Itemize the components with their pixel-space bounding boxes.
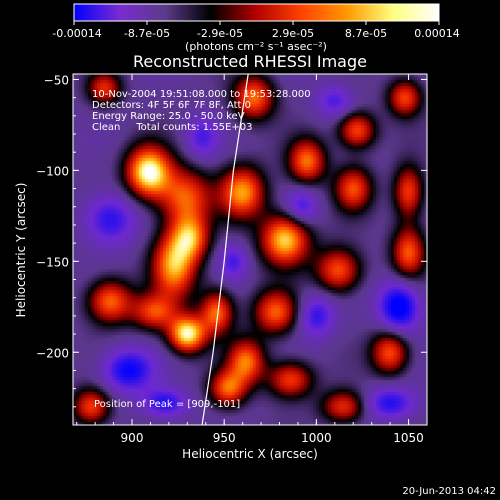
heatmap-area [73, 74, 427, 425]
colorbar [73, 3, 440, 22]
plot-frame [72, 73, 428, 426]
info-energy-range: Energy Range: 25.0 - 50.0 keV [92, 111, 245, 122]
x-tick-label: 900 [121, 431, 144, 445]
solar-limb-line [201, 74, 249, 425]
y-tick-label: −200 [36, 346, 69, 360]
y-tick-label: −150 [36, 255, 69, 269]
colorbar-unit-label: (photons cm⁻² s⁻¹ asec⁻²) [185, 40, 327, 53]
colorbar-tick-label: -0.00014 [52, 27, 101, 40]
heatmap-canvas [73, 74, 427, 425]
x-axis-ticks: 900 950 1000 1050 [76, 74, 428, 445]
x-tick-label: 1050 [393, 431, 424, 445]
colorbar-tick-label: 2.9e-05 [272, 27, 314, 40]
x-tick-label: 1000 [301, 431, 332, 445]
colorbar-tick-label: -8.7e-05 [124, 27, 170, 40]
info-detectors: Detectors: 4F 5F 6F 7F 8F, Att 0 [92, 100, 251, 111]
colorbar-tick-label: 8.7e-05 [345, 27, 387, 40]
colorbar-tick-label: 0.00014 [414, 27, 460, 40]
y-tick-label: −100 [36, 164, 69, 178]
y-axis-ticks: −50 −100 −150 −200 [36, 73, 427, 426]
info-clean-counts: Clean Total counts: 1.55E+03 [92, 122, 252, 133]
info-time-range: 10-Nov-2004 19:51:08.000 to 19:53:28.000 [92, 89, 311, 100]
colorbar-ticks: -0.00014 -8.7e-05 -2.9e-05 2.9e-05 8.7e-05 0.… [52, 21, 460, 40]
peak-position-label: Position of Peak = [909,-101] [94, 399, 240, 410]
x-axis-label: Heliocentric X (arcsec) [182, 447, 318, 461]
footer-date: 20-Jun-2013 04:42 [402, 486, 496, 497]
y-tick-label: −50 [44, 73, 69, 87]
x-tick-label: 950 [213, 431, 236, 445]
colorbar-tick-label: -2.9e-05 [197, 27, 243, 40]
chart-title: Reconstructed RHESSI Image [133, 52, 367, 71]
y-axis-label: Heliocentric Y (arcsec) [14, 183, 28, 318]
